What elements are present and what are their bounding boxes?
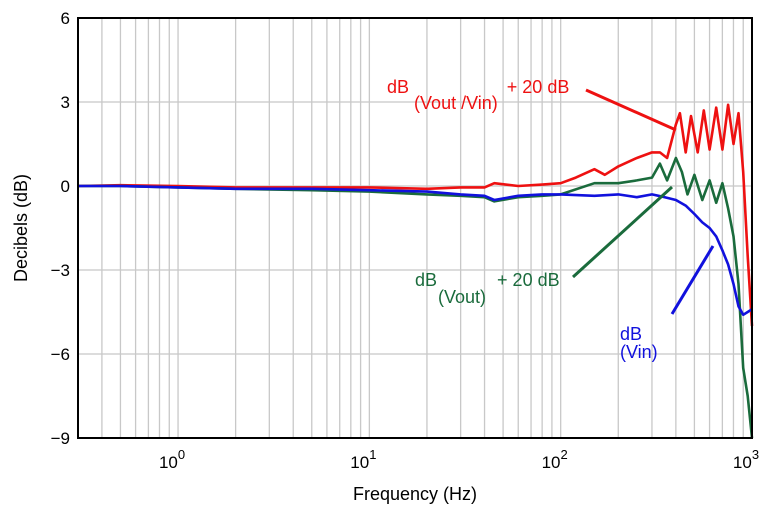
x-tick-label: 103 <box>733 447 759 472</box>
svg-text:dB (Vout) + 20 dB: dB (Vout) + 20 dB <box>415 270 560 307</box>
series-line-db-vout-20-db <box>78 156 754 439</box>
y-tick-label: 0 <box>61 177 70 196</box>
svg-text:dB (Vin): dB (Vin) <box>620 324 658 362</box>
series-line-db-vin <box>78 184 753 317</box>
svg-text:dB (Vout /Vin) + 2: dB (Vout /Vin) + 20 dB <box>387 77 569 113</box>
annotation-vout-rest: + 20 dB <box>497 270 560 290</box>
y-tick-labels: 6 3 0 −3 −6 −9 <box>51 9 70 448</box>
y-axis-title: Decibels (dB) <box>11 174 31 282</box>
annotation-vout-sub: (Vout) <box>438 287 486 307</box>
annotation-vout-vin-base: dB <box>387 77 409 97</box>
x-tick-label: 100 <box>159 447 185 472</box>
annotation-vin-sub: (Vin) <box>620 342 658 362</box>
y-tick-label: −9 <box>51 429 70 448</box>
x-axis-title: Frequency (Hz) <box>353 484 477 504</box>
x-tick-label: 102 <box>542 447 568 472</box>
grid-lines <box>77 18 752 438</box>
annotation-vin-base: dB <box>620 324 642 344</box>
y-tick-label: −3 <box>51 261 70 280</box>
annotation-vout-leader <box>571 185 674 279</box>
y-tick-label: −6 <box>51 345 70 364</box>
annotation-vout: dB (Vout) + 20 dB <box>415 185 674 307</box>
annotation-vout-vin-rest: + 20 dB <box>507 77 570 97</box>
y-tick-label: 6 <box>61 9 70 28</box>
annotation-vout-vin-leader <box>585 88 677 132</box>
annotation-vout-vin-sub: (Vout /Vin) <box>414 93 498 113</box>
y-tick-label: 3 <box>61 93 70 112</box>
annotation-vin-leader <box>670 245 715 315</box>
x-tick-labels: 100 101 102 103 <box>159 447 759 472</box>
annotation-vout-base: dB <box>415 270 437 290</box>
series-layer <box>77 103 754 439</box>
plot-area-frame <box>77 17 753 439</box>
series-line-db-vout-vin-20-db <box>77 103 754 327</box>
x-tick-label: 101 <box>350 447 376 472</box>
annotation-vout-vin: dB (Vout /Vin) + 20 dB <box>387 77 677 132</box>
annotation-vin: dB (Vin) <box>620 245 715 362</box>
